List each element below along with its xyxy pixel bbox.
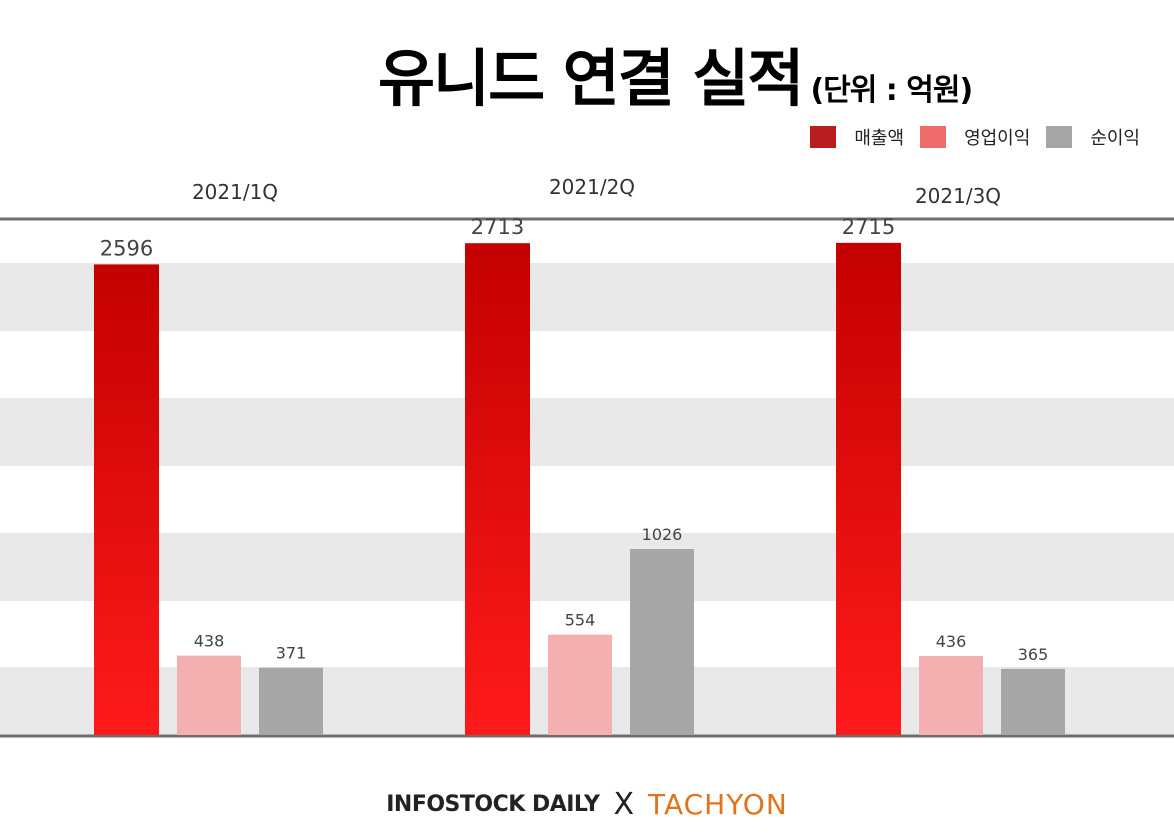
brand-separator: X bbox=[613, 786, 635, 822]
unit-label: (단위 : 억원) bbox=[810, 73, 973, 108]
chart-title-block: 유니드 연결 실적 (단위 : 억원) bbox=[378, 28, 973, 115]
legend-label-operating-profit: 영업이익 bbox=[964, 128, 1031, 149]
data-label-net-income: 371 bbox=[276, 644, 307, 663]
bar-revenue bbox=[836, 242, 901, 735]
grid-band bbox=[0, 263, 1174, 331]
data-label-net-income: 365 bbox=[1018, 645, 1049, 664]
bar-revenue bbox=[94, 264, 159, 735]
category-label: 2021/3Q bbox=[915, 184, 1001, 208]
chart-title: 유니드 연결 실적 bbox=[378, 42, 804, 115]
tachyon-logo: TACHYON bbox=[648, 787, 788, 821]
data-label-operating-profit: 554 bbox=[565, 611, 596, 630]
legend-swatch-operating-profit bbox=[920, 126, 947, 148]
data-label-operating-profit: 438 bbox=[194, 632, 225, 651]
data-label-revenue: 2715 bbox=[842, 215, 895, 239]
grid-band bbox=[0, 533, 1174, 601]
legend-item-net-income: 순이익 bbox=[1046, 124, 1140, 150]
bar-revenue bbox=[465, 243, 530, 735]
data-label-net-income: 1026 bbox=[642, 525, 683, 544]
category-label: 2021/1Q bbox=[192, 180, 278, 204]
category-label: 2021/2Q bbox=[549, 175, 635, 199]
legend-swatch-net-income bbox=[1046, 126, 1073, 148]
bar-operating-profit bbox=[177, 655, 241, 735]
legend-item-revenue: 매출액 bbox=[810, 124, 904, 150]
legend: 매출액 영업이익 순이익 bbox=[810, 124, 1140, 150]
data-label-revenue: 2596 bbox=[100, 236, 153, 260]
legend-swatch-revenue bbox=[810, 126, 837, 148]
legend-label-revenue: 매출액 bbox=[854, 128, 905, 149]
infostock-daily-text: INFOSTOCK DAILY bbox=[386, 791, 600, 817]
bar-net-income bbox=[1001, 668, 1065, 735]
data-label-revenue: 2713 bbox=[471, 215, 524, 239]
bar-net-income bbox=[259, 667, 323, 735]
infostock-daily-logo: INFOSTOCK DAILY bbox=[386, 791, 600, 817]
grid-band bbox=[0, 398, 1174, 466]
legend-label-net-income: 순이익 bbox=[1090, 128, 1140, 149]
footer-branding: INFOSTOCK DAILY X TACHYON bbox=[0, 784, 1174, 824]
bar-operating-profit bbox=[548, 634, 612, 735]
bar-operating-profit bbox=[919, 655, 983, 735]
bar-net-income bbox=[630, 549, 694, 735]
data-label-operating-profit: 436 bbox=[936, 632, 967, 651]
legend-item-operating-profit: 영업이익 bbox=[920, 124, 1030, 150]
